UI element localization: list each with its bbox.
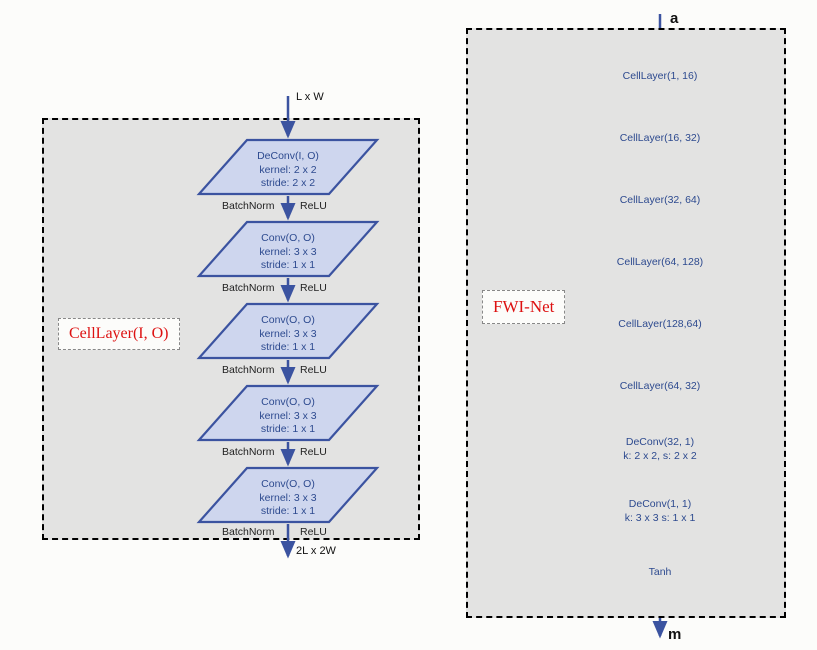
left-edge-relu-4: ReLU (300, 446, 327, 458)
left-block-4: Conv(O, O) kernel: 3 x 3 stride: 1 x 1 (228, 478, 348, 519)
left-block-3: Conv(O, O) kernel: 3 x 3 stride: 1 x 1 (228, 396, 348, 437)
left-block-2-l1: Conv(O, O) (228, 314, 348, 328)
right-block-7-l1: DeConv(1, 1) (600, 498, 720, 512)
right-block-0-t: CellLayer(1, 16) (600, 70, 720, 84)
left-edge-relu-1: ReLU (300, 200, 327, 212)
right-block-2: CellLayer(32, 64) (600, 194, 720, 208)
right-block-7-l2: k: 3 x 3 s: 1 x 1 (600, 512, 720, 526)
fwi-net-title: FWI-Net (493, 297, 554, 316)
left-block-3-l2: kernel: 3 x 3 (228, 410, 348, 424)
left-block-1-l2: kernel: 3 x 3 (228, 246, 348, 260)
left-block-3-l1: Conv(O, O) (228, 396, 348, 410)
left-block-1: Conv(O, O) kernel: 3 x 3 stride: 1 x 1 (228, 232, 348, 273)
left-block-4-l1: Conv(O, O) (228, 478, 348, 492)
left-block-0: DeConv(I, O) kernel: 2 x 2 stride: 2 x 2 (228, 150, 348, 191)
right-block-1-t: CellLayer(16, 32) (600, 132, 720, 146)
left-block-1-l1: Conv(O, O) (228, 232, 348, 246)
right-block-6: DeConv(32, 1) k: 2 x 2, s: 2 x 2 (600, 436, 720, 463)
right-output-label: m (668, 626, 681, 643)
left-block-0-l2: kernel: 2 x 2 (228, 164, 348, 178)
left-block-1-l3: stride: 1 x 1 (228, 259, 348, 273)
left-block-2-l3: stride: 1 x 1 (228, 341, 348, 355)
right-block-3-t: CellLayer(64, 128) (600, 256, 720, 270)
right-block-6-l2: k: 2 x 2, s: 2 x 2 (600, 450, 720, 464)
left-block-0-l3: stride: 2 x 2 (228, 177, 348, 191)
left-edge-bn-1: BatchNorm (222, 200, 275, 212)
left-edge-bn-4: BatchNorm (222, 446, 275, 458)
right-block-4-t: CellLayer(128,64) (600, 318, 720, 332)
right-block-8: Tanh (600, 566, 720, 580)
left-block-3-l3: stride: 1 x 1 (228, 423, 348, 437)
left-edge-relu-2: ReLU (300, 282, 327, 294)
left-edge-bn-2: BatchNorm (222, 282, 275, 294)
right-input-label: a (670, 10, 678, 27)
right-block-4: CellLayer(128,64) (600, 318, 720, 332)
right-block-1: CellLayer(16, 32) (600, 132, 720, 146)
cell-layer-title: CellLayer(I, O) (69, 325, 169, 342)
left-output-label: 2L x 2W (296, 545, 337, 557)
left-input-label: L x W (296, 91, 324, 103)
right-block-2-t: CellLayer(32, 64) (600, 194, 720, 208)
left-edge-bn-5: BatchNorm (222, 526, 275, 538)
left-block-2: Conv(O, O) kernel: 3 x 3 stride: 1 x 1 (228, 314, 348, 355)
right-block-3: CellLayer(64, 128) (600, 256, 720, 270)
left-edge-relu-5: ReLU (300, 526, 327, 538)
right-block-8-t: Tanh (600, 566, 720, 580)
left-edge-relu-3: ReLU (300, 364, 327, 376)
left-block-4-l3: stride: 1 x 1 (228, 505, 348, 519)
left-block-4-l2: kernel: 3 x 3 (228, 492, 348, 506)
left-edge-bn-3: BatchNorm (222, 364, 275, 376)
right-block-7: DeConv(1, 1) k: 3 x 3 s: 1 x 1 (600, 498, 720, 525)
left-block-2-l2: kernel: 3 x 3 (228, 328, 348, 342)
fwi-net-title-box: FWI-Net (482, 290, 565, 324)
right-block-5: CellLayer(64, 32) (600, 380, 720, 394)
cell-layer-title-box: CellLayer(I, O) (58, 318, 180, 350)
left-block-0-l1: DeConv(I, O) (228, 150, 348, 164)
right-block-5-t: CellLayer(64, 32) (600, 380, 720, 394)
right-block-0: CellLayer(1, 16) (600, 70, 720, 84)
right-block-6-l1: DeConv(32, 1) (600, 436, 720, 450)
